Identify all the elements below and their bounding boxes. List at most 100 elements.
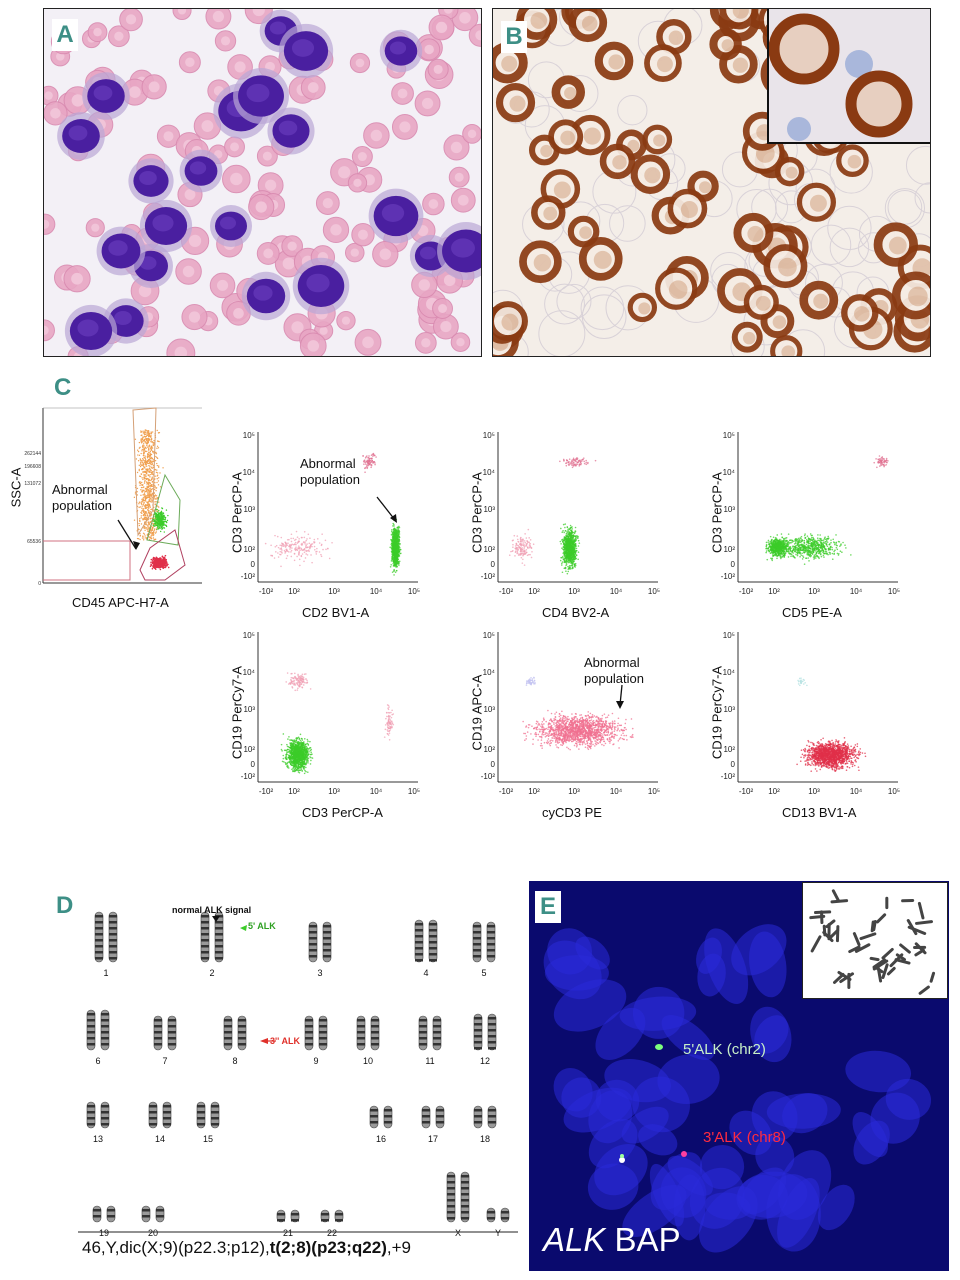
probe-3-label: 3'ALK (chr8): [703, 1129, 786, 1146]
chromosome-number: 20: [148, 1228, 158, 1238]
ytick-label: 10²: [723, 745, 735, 754]
chromosome-pair: [421, 1105, 445, 1129]
ytick-label: 10⁴: [723, 668, 736, 677]
chromosome-number: 10: [363, 1056, 373, 1066]
chromosome-number: 11: [425, 1056, 434, 1066]
flow-plot: 10⁵ 10⁴ 10³ 10² 0 -10² -10² 10² 10³ 10⁴ 10⁵: [472, 625, 672, 825]
chromosome-pair: [223, 1015, 247, 1051]
xtick-label: 10⁴: [610, 787, 623, 796]
ytick-label: 0: [251, 760, 256, 769]
flow-xlabel: CD2 BV1-A: [302, 605, 370, 620]
panel-d-label: D: [56, 892, 74, 919]
ytick-label: 0: [491, 560, 496, 569]
ytick-label: 10²: [723, 545, 735, 554]
fish-title: ALK BAP: [543, 1221, 681, 1258]
ytick-label: 0: [731, 760, 736, 769]
xtick-label: -10²: [259, 787, 274, 796]
panel-a-label: A: [52, 19, 78, 51]
gate-ytick: 65536: [27, 539, 41, 545]
chromosome-number: 19: [99, 1228, 109, 1238]
chromosome-pair: [153, 1015, 177, 1051]
xtick-label: -10²: [259, 587, 274, 596]
ytick-label: 10³: [483, 705, 495, 714]
chromosome-number: 22: [327, 1228, 337, 1238]
chromosome-pair: [141, 1205, 165, 1223]
chromosome-pair: [86, 1009, 110, 1051]
xtick-label: 10²: [288, 787, 300, 796]
chromosome-pair: [304, 1015, 328, 1051]
ytick-label: 10⁵: [483, 631, 495, 640]
ytick-label: -10²: [241, 772, 256, 781]
chromosome-number: 2: [209, 968, 214, 978]
chromosome-number: 3: [317, 968, 322, 978]
xtick-label: 10³: [808, 787, 820, 796]
ytick-label: 10³: [483, 505, 495, 514]
ytick-label: -10²: [241, 572, 256, 581]
chromosome-number: 8: [232, 1056, 237, 1066]
xtick-label: 10²: [288, 587, 300, 596]
xtick-label: 10⁴: [370, 587, 383, 596]
chromosome-pair: [473, 1013, 497, 1051]
ytick-label: -10²: [721, 772, 736, 781]
chromosome-number: 6: [95, 1056, 100, 1066]
probe-5-label: 5'ALK (chr2): [683, 1041, 766, 1058]
chromosome-number: 17: [428, 1134, 438, 1144]
chromosome-pair: [446, 1171, 470, 1223]
flow-xlabel: CD13 BV1-A: [782, 805, 857, 820]
xtick-label: 10²: [768, 587, 780, 596]
xtick-label: 10⁵: [408, 587, 420, 596]
chromosome-pair: [320, 1209, 344, 1223]
chromosome-pair: [356, 1015, 380, 1051]
flow-ylabel: CD19 PerCy7-A: [709, 665, 725, 760]
ihc-image: [493, 9, 930, 356]
ytick-label: 10⁵: [723, 631, 735, 640]
ytick-label: 0: [491, 760, 496, 769]
flow-plot: 10⁵ 10⁴ 10³ 10² 0 -10² -10² 10² 10³ 10⁴ 10⁵: [712, 425, 912, 625]
panel-c-label: C: [54, 374, 72, 401]
chromosome-number: 18: [480, 1134, 490, 1144]
chromosome-pair: [196, 1101, 220, 1129]
chromosome-pair: [94, 911, 118, 963]
panel-b: B: [492, 8, 931, 357]
ytick-label: 10³: [243, 705, 255, 714]
ytick-label: -10²: [721, 572, 736, 581]
xtick-label: 10⁵: [888, 787, 900, 796]
panel-b-label: B: [501, 21, 527, 53]
ytick-label: 10⁴: [723, 468, 736, 477]
xtick-label: 10⁴: [610, 587, 623, 596]
xtick-label: 10³: [568, 587, 580, 596]
chromosome-number: 12: [480, 1056, 490, 1066]
xtick-label: 10²: [768, 787, 780, 796]
abnormal-population-annotation: Abnormal population: [584, 655, 644, 686]
gate-ytick: 262144: [24, 451, 41, 457]
abnormal-population-annotation: Abnormal population: [300, 456, 360, 487]
ytick-label: 10³: [723, 505, 735, 514]
ihc-inset: [767, 9, 930, 144]
xtick-label: -10²: [499, 587, 514, 596]
chromosome-pair: [369, 1105, 393, 1129]
gating-ylabel: SSC-A: [8, 467, 24, 508]
xtick-label: 10³: [328, 587, 340, 596]
xtick-label: 10⁵: [648, 787, 660, 796]
chromosome-pair: [200, 911, 224, 963]
ytick-label: 10²: [243, 545, 255, 554]
ytick-label: 10⁵: [243, 631, 255, 640]
xtick-label: 10³: [328, 787, 340, 796]
ytick-label: 10⁴: [243, 468, 256, 477]
chromosome-pair: [308, 921, 332, 963]
panel-a: A: [43, 8, 482, 357]
xtick-label: -10²: [739, 587, 754, 596]
flow-plot: 10⁵ 10⁴ 10³ 10² 0 -10² -10² 10² 10³ 10⁴ 10⁵: [232, 625, 432, 825]
chromosome-number: X: [455, 1228, 461, 1238]
chromosome-pair: [418, 1015, 442, 1051]
normal-alk-signal: normal ALK signal: [172, 905, 251, 915]
5prime-alk-signal: 5' ALK: [248, 921, 276, 931]
chromosome-pair: [486, 1207, 510, 1223]
chromosome-number: 4: [423, 968, 428, 978]
flow-ylabel: CD19 APC-A: [469, 674, 485, 751]
flow-plot: 10⁵ 10⁴ 10³ 10² 0 -10² -10² 10² 10³ 10⁴ 10⁵: [232, 425, 432, 625]
xtick-label: 10²: [528, 587, 540, 596]
flow-plot: 10⁵ 10⁴ 10³ 10² 0 -10² -10² 10² 10³ 10⁴ 10⁵: [472, 425, 672, 625]
ytick-label: 10⁵: [483, 431, 495, 440]
